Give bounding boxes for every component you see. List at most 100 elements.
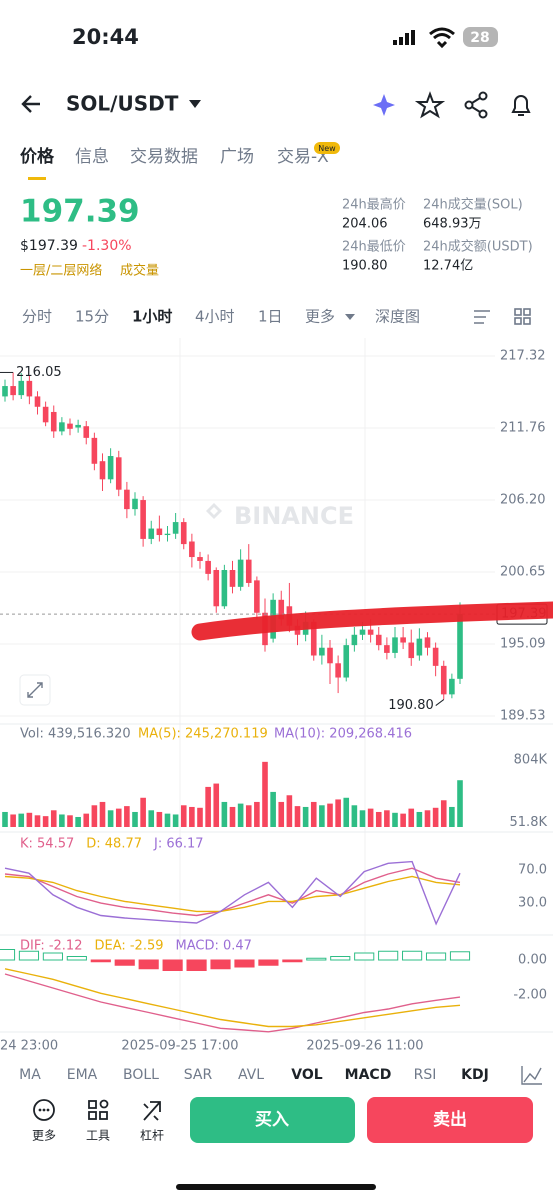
share-button[interactable] [464,91,488,119]
macd-bar [42,952,63,961]
macd-bar [234,959,255,968]
y-tick-label: 51.8K [510,815,548,830]
indicator-tab[interactable]: RSI [414,1067,437,1083]
badge [314,142,340,154]
legend-entry: MACD: 0.47 [176,939,252,954]
volume-bar [278,801,285,827]
battery [463,27,498,47]
candle-body [205,560,211,574]
indicator-tab[interactable]: KDJ [461,1067,489,1083]
stat-value: 204.06 [342,217,388,232]
y-tick-label: 30.0 [518,896,547,911]
volume-bar [416,811,423,827]
interval[interactable]: 4小时 [195,308,235,326]
alert-button[interactable] [511,95,531,116]
buy-button[interactable] [190,1097,355,1143]
candle-body [278,599,285,620]
y-tick-label: 195.09 [500,636,546,651]
leverage-icon[interactable] [143,1101,161,1121]
volume-bar [132,811,138,827]
volume-bar [189,806,195,827]
candle-body [457,614,463,679]
indicator-tab[interactable]: AVL [238,1067,264,1083]
usd-price: $197.39 [20,238,78,254]
volume-bar [294,806,301,827]
sell-label[interactable]: 卖出 [433,1109,467,1130]
candle-body [229,570,236,587]
x-tick-label: 2025-09-25 17:00 [121,1039,238,1054]
settings-icon[interactable] [474,310,490,324]
tab[interactable]: 交易数据 [130,147,198,167]
volume-bar [440,800,447,827]
indicator-tab[interactable]: VOL [291,1067,322,1083]
volume-bar [245,805,252,827]
legend-entry: K: 54.57 [20,837,74,852]
volume-bar [286,795,293,827]
more-icon[interactable] [33,1099,55,1121]
depth-tab[interactable]: 深度图 [375,308,420,326]
tag[interactable]: 成交量 [120,263,159,279]
indicator-tab[interactable]: BOLL [123,1067,159,1083]
volume-bar [449,806,455,827]
macd-bar [354,952,375,961]
legend-entry: J: 66.17 [153,837,204,852]
stat-label: 24h成交量(SOL) [423,197,523,213]
pair-dropdown[interactable] [189,100,201,108]
indicator-tab[interactable]: SAR [184,1067,213,1083]
action-label[interactable]: 工具 [86,1129,110,1143]
buy-label[interactable]: 买入 [255,1110,289,1130]
ai-icon[interactable] [373,94,395,116]
macd-bar [162,959,183,971]
indicator-line [4,875,461,913]
annotation: 190.80 [388,698,434,713]
indicator-tab[interactable]: EMA [67,1067,98,1083]
candle-body [124,489,130,510]
macd-bar [330,956,351,961]
tools-icon[interactable] [88,1099,109,1120]
indicator-tab[interactable]: MACD [345,1067,392,1083]
volume-bar [424,810,431,827]
volume-bar [367,808,374,827]
layout-icon[interactable] [514,308,531,325]
annotation-line [435,699,445,706]
interval[interactable]: 分时 [22,308,52,326]
indicator-settings[interactable] [521,1066,542,1085]
volume-bar [18,813,25,827]
back-button[interactable] [21,95,40,113]
candle-body [440,665,447,695]
sell-button[interactable] [367,1097,533,1143]
tab[interactable]: 广场 [220,147,254,167]
volume-bar [140,797,146,827]
tab-active[interactable]: 价格 [20,146,55,167]
volume-bar [67,815,73,827]
interval-more[interactable]: 更多 [305,308,335,326]
favorite-button[interactable] [414,91,446,119]
candle-body [335,663,341,678]
action-label[interactable]: 杠杆 [140,1128,164,1143]
chart-layer: 217.32 211.76 206.20 200.65 195.09 189.53 216.… [0,349,548,1054]
volume-bar [91,805,98,827]
volume-bar [457,780,463,827]
tag[interactable]: 一层/二层网络 [20,263,102,279]
pair-title[interactable]: SOL/USDT [66,92,179,116]
interval[interactable]: 15分 [75,308,109,326]
volume-bar [343,797,350,827]
stat-value: 12.74亿 [423,259,473,274]
indicator-tabs: MA EMA BOLL SAR AVL VOL MACD RSI KDJ [19,1067,489,1083]
volume-bar [75,816,81,827]
volume-bar [229,806,236,827]
candle-body [221,570,228,607]
volume-bar [270,791,276,827]
interval-active[interactable]: 1小时 [132,308,172,326]
volume-bar [319,805,325,827]
volume-bar [262,761,268,827]
volume-bar [180,805,187,827]
action-label[interactable]: 更多 [32,1129,56,1143]
volume-bar [205,786,211,827]
tab[interactable]: 信息 [75,147,109,167]
indicator-tab[interactable]: MA [19,1067,41,1083]
indicator-line [4,968,461,1028]
interval[interactable]: 1日 [258,308,283,326]
y-tick-label: 206.20 [500,493,546,508]
